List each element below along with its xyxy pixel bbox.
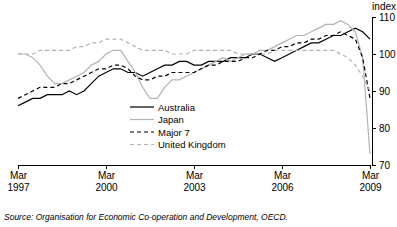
x-tick-label: Mar2006 — [271, 170, 294, 193]
legend-item: Major 7 — [130, 127, 190, 138]
legend-swatch — [130, 144, 154, 145]
y-tick-mark — [372, 17, 376, 18]
legend-item: Australia — [130, 102, 196, 113]
legend-swatch — [130, 119, 154, 120]
x-tick-label-line: 1997 — [7, 182, 30, 193]
x-tick-label-line: Mar — [10, 170, 28, 181]
legend-item: United Kingdom — [130, 139, 226, 150]
x-tick-label-line: 2006 — [271, 182, 294, 193]
legend: AustraliaJapan Major 7United Kingdom — [130, 102, 226, 151]
x-tick: Mar2006 — [271, 165, 294, 193]
plot-lines — [18, 21, 370, 154]
y-tick: 70 — [372, 160, 391, 171]
x-tick-label-line: 2003 — [183, 182, 206, 193]
x-tick: Mar2009 — [359, 165, 382, 193]
y-tick-label: 110 — [379, 12, 395, 23]
y-tick: 80 — [372, 123, 391, 134]
x-tick-label: Mar2009 — [359, 170, 382, 193]
legend-label: Australia — [158, 102, 196, 113]
y-tick-label: 90 — [379, 86, 391, 97]
legend-label: Major 7 — [158, 127, 190, 138]
legend-swatch — [130, 131, 154, 132]
legend-swatch — [130, 106, 154, 107]
series-line — [18, 21, 370, 154]
series-line — [18, 28, 370, 106]
x-tick-mark — [18, 165, 19, 169]
legend-label: Japan — [158, 114, 184, 125]
y-axis-title: index — [372, 1, 396, 12]
y-tick-mark — [372, 54, 376, 55]
y-tick-label: 80 — [379, 123, 391, 134]
source-note: Source: Organisation for Economic Co-ope… — [4, 212, 288, 222]
x-tick: Mar2000 — [95, 165, 118, 193]
y-axis: 70 80 90 100 110 — [372, 12, 396, 171]
x-tick-label: Mar1997 — [7, 170, 30, 193]
y-tick-mark — [372, 128, 376, 129]
x-tick-label-line: Mar — [98, 170, 116, 181]
y-axis-line — [373, 18, 377, 166]
x-axis: Mar1997Mar2000Mar2003Mar2006Mar2009 — [7, 165, 382, 193]
x-tick-mark — [106, 165, 107, 169]
x-tick-mark — [194, 165, 195, 169]
x-tick-mark — [282, 165, 283, 169]
series-line — [18, 39, 370, 91]
y-tick-mark — [372, 91, 376, 92]
x-tick-label: Mar2000 — [95, 170, 118, 193]
y-tick: 110 — [372, 12, 395, 23]
x-tick-label-line: 2009 — [359, 182, 382, 193]
series-line — [18, 32, 370, 99]
y-tick-mark — [372, 165, 376, 166]
x-tick-label: Mar2003 — [183, 170, 206, 193]
y-tick: 100 — [372, 49, 396, 60]
x-tick-label-line: Mar — [274, 170, 292, 181]
x-tick-label-line: 2000 — [95, 182, 118, 193]
y-tick-label: 70 — [379, 160, 391, 171]
x-tick-mark — [370, 165, 371, 169]
y-tick-label: 100 — [379, 49, 396, 60]
x-tick: Mar1997 — [7, 165, 30, 193]
legend-item: Japan — [130, 114, 184, 125]
legend-label: United Kingdom — [158, 139, 226, 150]
x-axis-line — [19, 166, 371, 170]
x-tick-label-line: Mar — [186, 170, 204, 181]
x-tick: Mar2003 — [183, 165, 206, 193]
y-tick: 90 — [372, 86, 391, 97]
x-tick-label-line: Mar — [362, 170, 380, 181]
